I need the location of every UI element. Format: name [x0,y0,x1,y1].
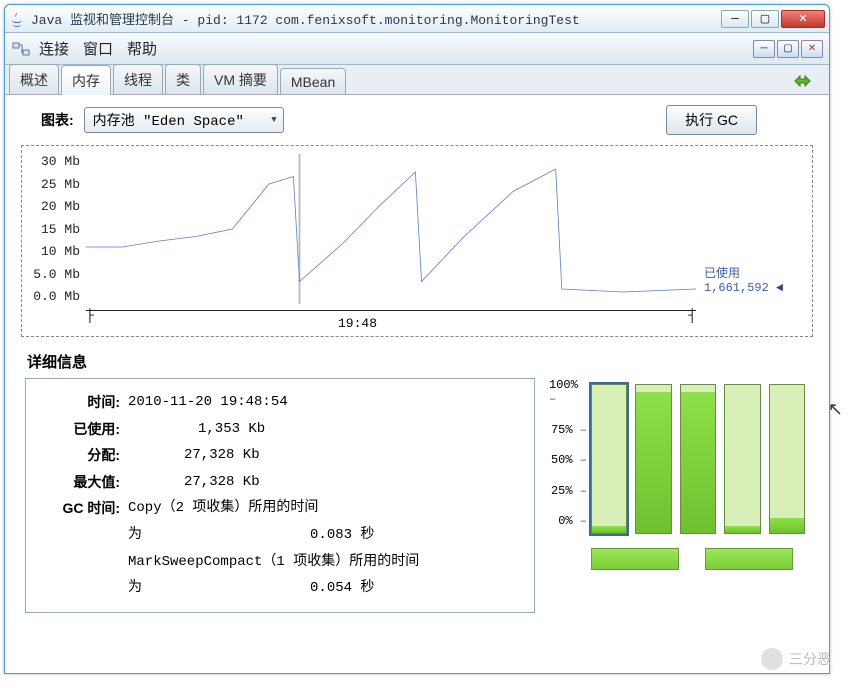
nav-icon[interactable] [793,72,819,90]
details-box: 时间:2010-11-20 19:48:54 已使用:1,353 Kb 分配:2… [25,378,535,613]
main-window: Java 监视和管理控制台 - pid: 1172 com.fenixsoft.… [4,4,830,674]
tab-vmsummary[interactable]: VM 摘要 [203,64,278,94]
memory-chart: 30 Mb 25 Mb 20 Mb 15 Mb 10 Mb 5.0 Mb 0.0… [21,145,813,337]
chart-xlabel: 19:48 [338,316,377,331]
bar-column[interactable] [680,384,716,534]
chart-yaxis: 30 Mb 25 Mb 20 Mb 15 Mb 10 Mb 5.0 Mb 0.0… [28,154,86,304]
inner-maximize-button[interactable]: ▢ [777,40,799,58]
tab-mbean[interactable]: MBean [280,68,346,94]
bar-column[interactable] [591,384,627,534]
content-area: 图表: 内存池 "Eden Space" 执行 GC 30 Mb 25 Mb 2… [5,95,829,673]
menu-connect[interactable]: 连接 [39,38,69,59]
window-buttons: ─ ▢ ✕ [721,10,825,28]
titlebar[interactable]: Java 监视和管理控制台 - pid: 1172 com.fenixsoft.… [5,5,829,33]
menubar: 连接 窗口 帮助 ─ ▢ ✕ [5,33,829,65]
bar-column[interactable] [635,384,671,534]
bars-panel: 100% 75% 50% 25% 0% [549,378,809,613]
gc-button[interactable]: 执行 GC [666,105,757,135]
chart-label: 图表: [41,110,74,130]
bottom-summary-bars [591,548,809,570]
tab-threads[interactable]: 线程 [113,64,163,94]
bars-ylabels: 100% 75% 50% 25% 0% [549,378,587,528]
summary-bar [591,548,679,570]
bar-column[interactable] [769,384,805,534]
tab-memory[interactable]: 内存 [61,65,111,95]
bars-chart: 100% 75% 50% 25% 0% [549,378,809,538]
connection-icon [11,39,31,59]
watermark: 三分恶 [761,648,831,670]
menu-window[interactable]: 窗口 [83,38,113,59]
bar-column[interactable] [724,384,760,534]
chart-xaxis: ├ ┤ 19:48 [86,310,806,332]
used-indicator: 已使用 1,661,592 ◄ [704,264,814,295]
watermark-icon [761,648,783,670]
java-icon [9,11,25,27]
chart-plot [86,154,696,304]
window-title: Java 监视和管理控制台 - pid: 1172 com.fenixsoft.… [31,9,721,28]
inner-close-button[interactable]: ✕ [801,40,823,58]
menu-help[interactable]: 帮助 [127,38,157,59]
close-button[interactable]: ✕ [781,10,825,28]
summary-bar [705,548,793,570]
mouse-cursor: ↖ [828,399,843,420]
details-title: 详细信息 [27,351,817,372]
tab-classes[interactable]: 类 [165,64,201,94]
top-controls: 图表: 内存池 "Eden Space" 执行 GC [41,105,817,135]
maximize-button[interactable]: ▢ [751,10,779,28]
chart-selector[interactable]: 内存池 "Eden Space" [84,107,284,133]
inner-minimize-button[interactable]: ─ [753,40,775,58]
tabs-bar: 概述 内存 线程 类 VM 摘要 MBean [5,65,829,95]
minimize-button[interactable]: ─ [721,10,749,28]
tab-overview[interactable]: 概述 [9,64,59,94]
